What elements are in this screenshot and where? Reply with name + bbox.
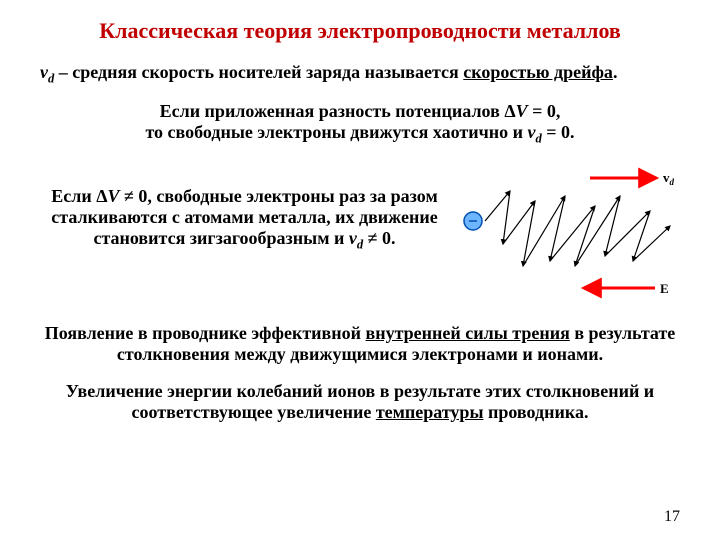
block1-b: = 0, <box>528 101 561 121</box>
zero-potential-block: Если приложенная разность потенциалов ΔV… <box>40 101 680 147</box>
para3-b: проводника. <box>484 402 589 422</box>
block1-a: Если приложенная разность потенциалов Δ <box>160 101 516 121</box>
slide-title: Классическая теория электропроводности м… <box>40 18 680 44</box>
left-c: сталкиваются с атомами металла, их движе… <box>51 207 437 227</box>
left-e: v <box>349 228 357 248</box>
friction-paragraph: Появление в проводнике эффективной внутр… <box>40 323 680 365</box>
page-number: 17 <box>664 508 680 526</box>
zigzag-diagram: vd E <box>455 166 690 301</box>
para2-a: Появление в проводнике эффективной <box>45 323 366 343</box>
drift-text: – средняя скорость носителей заряда назы… <box>54 62 463 82</box>
left-v: V <box>108 186 120 206</box>
block1-v: V <box>516 101 528 121</box>
drift-end: . <box>613 62 618 82</box>
vd-symbol: v <box>40 62 48 82</box>
nonzero-potential-block: Если ΔV ≠ 0, свободные электроны раз за … <box>40 166 449 253</box>
block1-c: то свободные электроны движутся хаотично… <box>145 122 527 142</box>
para2-u: внутренней силы трения <box>366 323 570 343</box>
temperature-paragraph: Увеличение энергии колебаний ионов в рез… <box>40 381 680 423</box>
left-f: ≠ 0. <box>363 228 395 248</box>
block1-e: = 0. <box>542 122 575 142</box>
e-label: E <box>660 281 669 296</box>
drift-definition: vd – средняя скорость носителей заряда н… <box>40 62 680 87</box>
left-a: Если Δ <box>51 186 107 206</box>
left-b: ≠ 0, свободные электроны раз за разом <box>120 186 438 206</box>
para3-u: температуры <box>376 402 484 422</box>
drift-underline: скоростью дрейфа <box>463 62 613 82</box>
vd-label: vd <box>663 170 675 187</box>
left-d: становится зигзагообразным и <box>93 228 348 248</box>
zigzag-path <box>485 191 670 266</box>
